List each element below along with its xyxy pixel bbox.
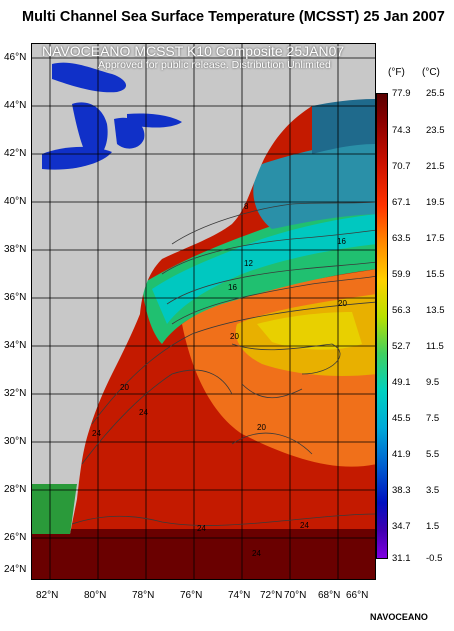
lat-label: 24°N bbox=[4, 564, 27, 575]
lake-ontario bbox=[127, 113, 182, 128]
contour-lines bbox=[71, 201, 375, 526]
colorbar-tick-c: 7.5 bbox=[426, 413, 440, 424]
lon-label: 82°N bbox=[36, 590, 59, 601]
lake-superior bbox=[52, 62, 127, 93]
contour-label: 24 bbox=[92, 429, 101, 438]
gulf-of-maine-teal bbox=[253, 139, 375, 229]
lon-label: 78°N bbox=[132, 590, 155, 601]
lat-label: 26°N bbox=[4, 532, 27, 543]
lat-label: 32°N bbox=[4, 388, 27, 399]
colorbar-tick-c: 21.5 bbox=[426, 161, 445, 172]
lon-label: 76°N bbox=[180, 590, 203, 601]
lat-label: 30°N bbox=[4, 436, 27, 447]
contour-label: 16 bbox=[337, 237, 346, 246]
colorbar-tick-f: 45.5 bbox=[392, 413, 411, 424]
contour-label: 16 bbox=[228, 283, 237, 292]
colorbar-tick-f: 34.7 bbox=[392, 521, 411, 532]
contour-label: 24 bbox=[300, 521, 309, 530]
colorbar-unit-c: (°C) bbox=[422, 67, 440, 78]
contour-label: 20 bbox=[120, 383, 129, 392]
colorbar-tick-f: 31.1 bbox=[392, 553, 411, 564]
sst-map: 8 12 16 16 20 20 20 20 24 24 24 24 24 bbox=[31, 43, 376, 580]
colorbar-tick-f: 38.3 bbox=[392, 485, 411, 496]
contour-label: 12 bbox=[244, 259, 253, 268]
page-title: Multi Channel Sea Surface Temperature (M… bbox=[22, 9, 445, 25]
contour-label: 24 bbox=[139, 408, 148, 417]
overlay-title: NAVOCEANO MCSST K10 Composite 25JAN07 bbox=[42, 43, 345, 59]
lat-label: 38°N bbox=[4, 244, 27, 255]
colorbar-tick-c: 9.5 bbox=[426, 377, 440, 388]
contour-label: 20 bbox=[257, 423, 266, 432]
colorbar-tick-c: 23.5 bbox=[426, 125, 445, 136]
land-mass bbox=[32, 44, 375, 534]
colorbar-tick-c: 1.5 bbox=[426, 521, 440, 532]
colorbar-tick-c: 11.5 bbox=[426, 341, 444, 352]
colorbar-tick-f: 49.1 bbox=[392, 377, 411, 388]
florida-land-temp bbox=[32, 484, 77, 534]
colorbar-tick-f: 63.5 bbox=[392, 233, 411, 244]
lat-label: 34°N bbox=[4, 340, 27, 351]
colorbar-tick-f: 56.3 bbox=[392, 305, 411, 316]
lat-label: 28°N bbox=[4, 484, 27, 495]
shelf-cyan bbox=[152, 214, 375, 324]
colorbar-tick-c: 13.5 bbox=[426, 305, 445, 316]
colorbar-tick-f: 41.9 bbox=[392, 449, 411, 460]
colorbar-gradient bbox=[376, 93, 388, 559]
south-dark-band bbox=[32, 529, 375, 579]
lat-label: 46°N bbox=[4, 52, 27, 63]
contour-label: 24 bbox=[197, 524, 206, 533]
colorbar-tick-f: 52.7 bbox=[392, 341, 411, 352]
lat-label: 42°N bbox=[4, 148, 27, 159]
overlay-subtitle: Approved for public release. Distributio… bbox=[98, 59, 331, 71]
colorbar-unit-f: (°F) bbox=[388, 67, 405, 78]
colorbar-tick-f: 77.9 bbox=[392, 88, 411, 99]
lon-label: 68°N bbox=[318, 590, 341, 601]
lon-label: 72°N bbox=[260, 590, 283, 601]
map-grid bbox=[32, 44, 375, 579]
lat-label: 36°N bbox=[4, 292, 27, 303]
colorbar-tick-c: 15.5 bbox=[426, 269, 445, 280]
colorbar-tick-c: 25.5 bbox=[426, 88, 445, 99]
colorbar-tick-c: 19.5 bbox=[426, 197, 445, 208]
contour-label-group: 8 12 16 16 20 20 20 20 24 24 24 24 24 bbox=[92, 202, 347, 558]
contour-label: 8 bbox=[244, 202, 249, 211]
colorbar-tick-c: 17.5 bbox=[426, 233, 445, 244]
lake-erie bbox=[42, 146, 112, 170]
sst-map-canvas: 8 12 16 16 20 20 20 20 24 24 24 24 24 bbox=[32, 44, 375, 579]
lon-label: 70°N bbox=[284, 590, 307, 601]
northern-teal bbox=[312, 99, 375, 154]
colorbar-tick-c: -0.5 bbox=[426, 553, 443, 564]
contour-label: 20 bbox=[230, 332, 239, 341]
colorbar-tick-f: 59.9 bbox=[392, 269, 411, 280]
lon-label: 66°N bbox=[346, 590, 369, 601]
lat-label: 44°N bbox=[4, 100, 27, 111]
contour-label: 24 bbox=[252, 549, 261, 558]
lake-michigan bbox=[72, 102, 108, 162]
colorbar-tick-c: 5.5 bbox=[426, 449, 440, 460]
lat-label: 40°N bbox=[4, 196, 27, 207]
credit-text: NAVOCEANO bbox=[370, 612, 428, 622]
contour-label: 20 bbox=[338, 299, 347, 308]
colorbar-tick-f: 67.1 bbox=[392, 197, 411, 208]
colorbar-tick-f: 74.3 bbox=[392, 125, 411, 136]
warm-core-bright bbox=[257, 312, 362, 350]
lon-label: 74°N bbox=[228, 590, 251, 601]
colorbar-tick-c: 3.5 bbox=[426, 485, 440, 496]
colorbar-tick-f: 70.7 bbox=[392, 161, 411, 172]
lon-label: 80°N bbox=[84, 590, 107, 601]
